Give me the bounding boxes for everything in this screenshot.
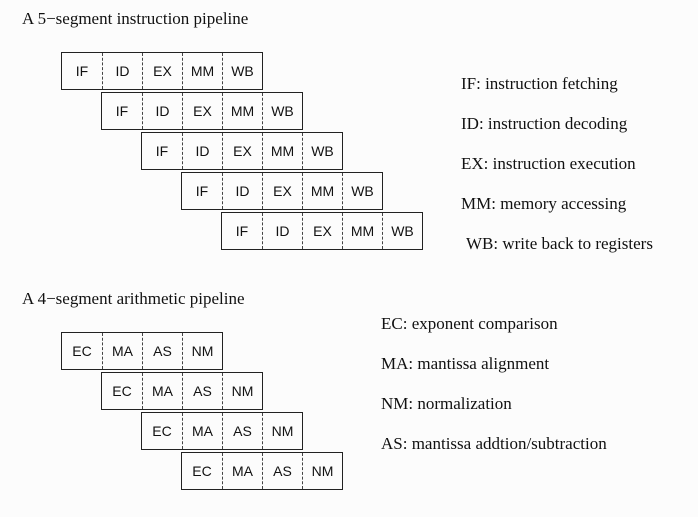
stage-cell: MM bbox=[302, 173, 342, 209]
arithmetic-pipeline-title: A 4−segment arithmetic pipeline bbox=[22, 289, 245, 308]
stage-cell: WB bbox=[382, 213, 422, 249]
legend-entry: IF: instruction fetching bbox=[461, 74, 618, 93]
arithmetic-stage-row: EC MA AS NM bbox=[181, 452, 343, 490]
legend-entry: MA: mantissa alignment bbox=[381, 354, 550, 373]
instruction-stage-row: IF ID EX MM WB bbox=[181, 172, 383, 210]
instruction-stage-row: IF ID EX MM WB bbox=[101, 92, 303, 130]
stage-cell: AS bbox=[262, 453, 302, 489]
instruction-stage-row: IF ID EX MM WB bbox=[221, 212, 423, 250]
stage-cell: IF bbox=[235, 223, 249, 239]
stage-cell: MA bbox=[182, 413, 222, 449]
stage-cell: EX bbox=[222, 133, 262, 169]
stage-cell: NM bbox=[302, 453, 342, 489]
stage-cell: WB bbox=[302, 133, 342, 169]
instruction-stage-row: IF ID EX MM WB bbox=[141, 132, 343, 170]
stage-cell: NM bbox=[262, 413, 302, 449]
stage-cell: EX bbox=[262, 173, 302, 209]
stage-cell: ID bbox=[142, 93, 182, 129]
stage-cell: EX bbox=[182, 93, 222, 129]
stage-cell: WB bbox=[222, 53, 262, 89]
stage-cell: EC bbox=[192, 463, 212, 479]
stage-cell: ID bbox=[182, 133, 222, 169]
stage-cell: MA bbox=[102, 333, 142, 369]
stage-cell: NM bbox=[182, 333, 222, 369]
stage-cell: MA bbox=[222, 453, 262, 489]
stage-cell: IF bbox=[155, 143, 169, 159]
legend-entry: WB: write back to registers bbox=[466, 234, 653, 253]
arithmetic-stage-row: EC MA AS NM bbox=[61, 332, 223, 370]
stage-cell: EC bbox=[112, 383, 132, 399]
stage-cell: MM bbox=[262, 133, 302, 169]
legend-entry: MM: memory accessing bbox=[461, 194, 627, 213]
stage-cell: WB bbox=[342, 173, 382, 209]
stage-cell: IF bbox=[75, 63, 89, 79]
stage-cell: ID bbox=[222, 173, 262, 209]
stage-cell: MM bbox=[342, 213, 382, 249]
stage-cell: EX bbox=[142, 53, 182, 89]
stage-cell: ID bbox=[102, 53, 142, 89]
stage-cell: MM bbox=[222, 93, 262, 129]
stage-cell: AS bbox=[182, 373, 222, 409]
stage-cell: AS bbox=[142, 333, 182, 369]
stage-cell: EC bbox=[152, 423, 172, 439]
legend-entry: NM: normalization bbox=[381, 394, 512, 413]
stage-cell: ID bbox=[262, 213, 302, 249]
stage-cell: EC bbox=[72, 343, 92, 359]
instruction-pipeline-title: A 5−segment instruction pipeline bbox=[22, 9, 249, 28]
legend-entry: EC: exponent comparison bbox=[381, 314, 558, 333]
stage-cell: WB bbox=[262, 93, 302, 129]
stage-cell: MA bbox=[142, 373, 182, 409]
legend-entry: AS: mantissa addtion/subtraction bbox=[381, 434, 607, 453]
stage-cell: MM bbox=[182, 53, 222, 89]
arithmetic-stage-row: EC MA AS NM bbox=[141, 412, 303, 450]
instruction-stage-row: IF ID EX MM WB bbox=[61, 52, 263, 90]
stage-cell: IF bbox=[195, 183, 209, 199]
stage-cell: IF bbox=[115, 103, 129, 119]
stage-cell: AS bbox=[222, 413, 262, 449]
stage-cell: EX bbox=[302, 213, 342, 249]
legend-entry: EX: instruction execution bbox=[461, 154, 636, 173]
arithmetic-stage-row: EC MA AS NM bbox=[101, 372, 263, 410]
legend-entry: ID: instruction decoding bbox=[461, 114, 628, 133]
stage-cell: NM bbox=[222, 373, 262, 409]
